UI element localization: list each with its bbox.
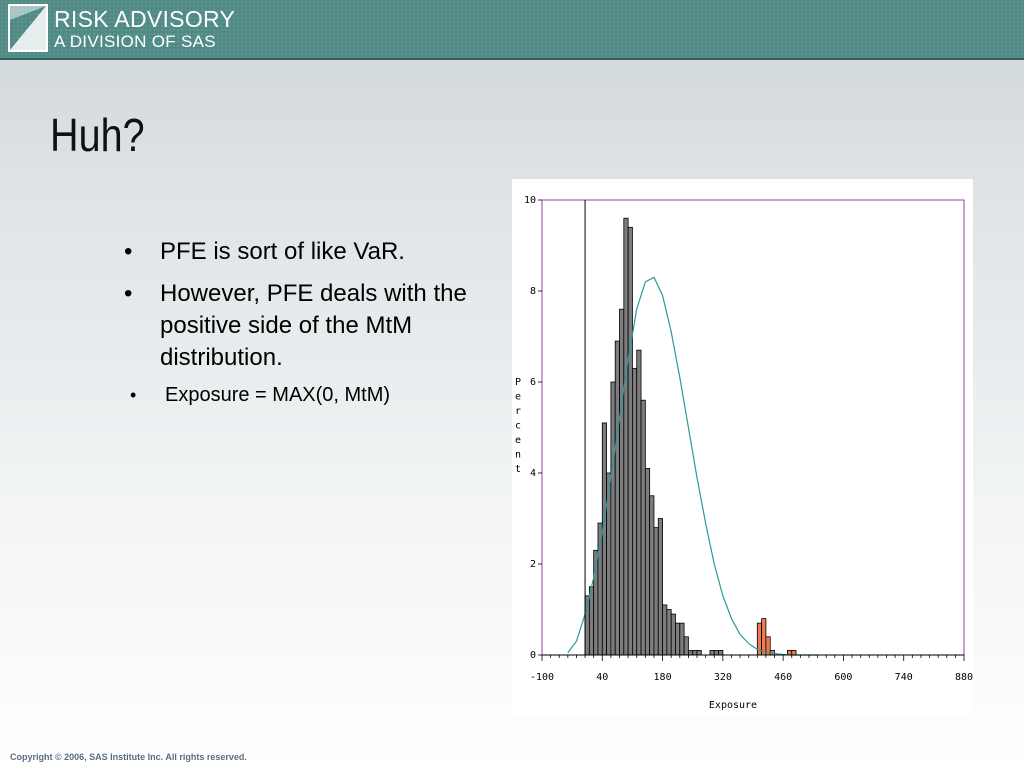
y-tick-label: 0 — [530, 650, 536, 661]
histogram-bar — [632, 367, 638, 656]
bullet-item: • However, PFE deals with the positive s… — [120, 278, 500, 408]
x-tick-label: 40 — [596, 672, 608, 683]
logo-square-icon — [8, 4, 48, 52]
sub-bullet-list: • Exposure = MAX(0, MtM) — [130, 382, 500, 408]
x-tick-label: 460 — [774, 672, 792, 683]
bullet-text: PFE is sort of like VaR. — [160, 238, 405, 265]
risk-advisory-logo: RISK ADVISORY A DIVISION OF SAS — [8, 4, 235, 54]
histogram-bar — [653, 527, 659, 656]
slide-title: Huh? — [50, 109, 145, 161]
y-tick-label: 8 — [530, 286, 536, 297]
logo-line2: A DIVISION OF SAS — [54, 32, 216, 51]
y-tick-label: 10 — [524, 195, 536, 206]
histogram-bar — [688, 650, 694, 656]
histogram-bar — [709, 650, 715, 656]
bullet-list: • PFE is sort of like VaR. • However, PF… — [120, 236, 500, 418]
copyright-notice: Copyright © 2006, SAS Institute Inc. All… — [10, 752, 247, 762]
header-divider — [0, 58, 1024, 60]
exposure-histogram-panel: -100 40 180 320 460 600 740 880 0 2 4 6 8 10 Exposure P… — [512, 179, 973, 717]
x-tick-label: 600 — [834, 672, 852, 683]
histogram-bar — [588, 586, 595, 656]
histogram-bar — [627, 226, 633, 656]
sub-bullet-text: Exposure = MAX(0, MtM) — [165, 384, 391, 406]
x-tick-label: -100 — [530, 672, 554, 683]
histogram-bar — [675, 622, 681, 656]
histogram-bar — [619, 308, 625, 656]
histogram-bar — [670, 613, 676, 656]
histogram-bar — [610, 381, 616, 656]
histogram-bar — [644, 468, 651, 656]
histogram-bar — [696, 650, 702, 656]
histogram-bar — [649, 495, 655, 656]
histogram-bar — [718, 650, 724, 656]
y-tick-label: 4 — [530, 468, 536, 479]
x-tick-label: 740 — [895, 672, 913, 683]
sub-bullet-marker: • — [130, 385, 137, 405]
y-tick-label: 6 — [530, 377, 536, 388]
histogram-bar — [683, 636, 689, 656]
bullet-marker: • — [124, 280, 133, 307]
x-tick-label: 880 — [955, 672, 973, 683]
histogram-bar — [692, 650, 698, 656]
x-tick-label: 320 — [714, 672, 732, 683]
header-band — [0, 0, 1024, 58]
exposure-histogram: -100 40 180 320 460 600 740 880 0 2 4 6 8 10 Exposure P… — [515, 195, 973, 711]
y-tick-label: 2 — [530, 559, 536, 570]
density-curve — [567, 276, 818, 656]
histogram-bar — [614, 340, 620, 656]
histogram-bar — [713, 650, 719, 656]
histogram-bar — [791, 650, 797, 656]
bullet-text: However, PFE deals with the positive sid… — [160, 280, 467, 371]
histogram-bar — [640, 399, 646, 656]
bullet-marker: • — [124, 238, 133, 265]
histogram-bar — [761, 618, 767, 656]
x-tick-label: 180 — [654, 672, 672, 683]
histogram-bar — [623, 217, 629, 656]
histogram-bar — [679, 622, 685, 656]
histogram-bar — [657, 518, 663, 656]
histogram-bar — [666, 609, 672, 656]
x-axis-label: Exposure — [709, 700, 757, 711]
histogram-bar — [636, 349, 642, 656]
sub-bullet-item: • Exposure = MAX(0, MtM) — [120, 382, 500, 408]
histogram-bar — [662, 604, 668, 656]
histogram-bar — [601, 422, 607, 656]
bullet-item: • PFE is sort of like VaR. — [120, 236, 500, 268]
logo-line1: RISK ADVISORY — [54, 6, 236, 32]
